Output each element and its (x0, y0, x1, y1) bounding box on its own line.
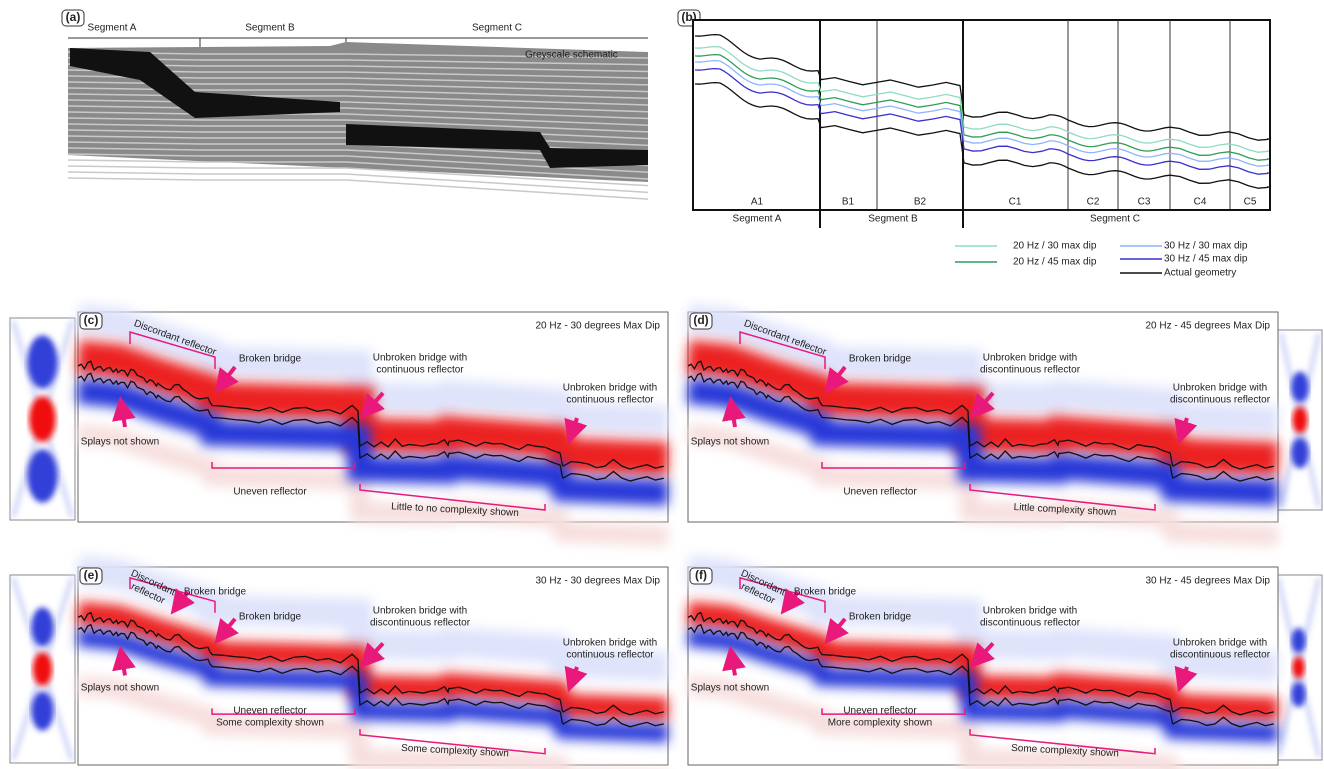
segment-label: Segment A (88, 23, 137, 34)
annotation: continuous reflector (566, 650, 654, 661)
annotation: Unbroken bridge with (1173, 638, 1268, 649)
annotation: More complexity shown (828, 718, 932, 729)
panel-label: (c) (84, 313, 99, 327)
annotation: Unbroken bridge with (563, 383, 658, 394)
panel-label: (d) (693, 313, 708, 327)
subsegment-label: C1 (1009, 197, 1022, 208)
annotation: Broken bridge (849, 612, 912, 623)
kernel (1278, 330, 1322, 510)
subsegment-label: C3 (1138, 197, 1151, 208)
annotation: Splays not shown (81, 437, 159, 448)
segment-label: Segment B (245, 23, 295, 34)
annotation: discontinuous reflector (980, 618, 1081, 629)
legend-label: 20 Hz / 45 max dip (1013, 257, 1097, 268)
legend-label: 20 Hz / 30 max dip (1013, 241, 1097, 252)
kernel-lobe (1291, 372, 1309, 403)
kernel-lobe (27, 449, 57, 502)
annotation: Broken bridge (849, 354, 912, 365)
caption: Greyscale schematic (525, 50, 618, 61)
annotation: Broken bridge (239, 354, 302, 365)
annotation: Unbroken bridge with (983, 353, 1078, 364)
figure: (a) Segment A Segment B Segment C Greyscale … (0, 0, 1324, 769)
kernel-lobe (1291, 628, 1305, 653)
kernel-lobe (1291, 682, 1305, 707)
annotation: Unbroken bridge with (373, 353, 468, 364)
panel-title: 20 Hz - 45 degrees Max Dip (1145, 321, 1270, 332)
annotation: Splays not shown (691, 437, 769, 448)
kernel-lobe (1291, 438, 1309, 469)
kernel-lobe (31, 607, 53, 646)
subsegment-label: C4 (1194, 197, 1207, 208)
segment-label: Segment B (868, 214, 918, 225)
kernel (1275, 575, 1322, 760)
subsegment-label: B2 (914, 197, 927, 208)
annotation: discontinuous reflector (980, 365, 1081, 376)
annotation: Some complexity shown (216, 718, 324, 729)
annotation: continuous reflector (566, 395, 654, 406)
annotation: Broken bridge (794, 587, 857, 598)
panel-label: (e) (84, 568, 99, 582)
seismic-panel: 30 Hz - 45 degrees Max DipDiscordantrefl… (688, 567, 1278, 769)
legend-label: Actual geometry (1164, 268, 1236, 279)
kernel-lobe (27, 335, 57, 388)
kernel-core (33, 652, 53, 686)
panel-label: (a) (66, 10, 81, 24)
subsegment-label: C5 (1244, 197, 1257, 208)
annotation: Uneven reflector (843, 487, 917, 498)
segment-label: Segment C (472, 23, 522, 34)
seismic-panel: 20 Hz - 45 degrees Max DipDiscordant ref… (688, 312, 1278, 536)
panel-label: (f) (695, 568, 707, 582)
annotation: Unbroken bridge with (1173, 383, 1268, 394)
kernel (10, 575, 75, 763)
subsegment-label: C2 (1087, 197, 1100, 208)
annotation: Unbroken bridge with (563, 638, 658, 649)
annotation: Uneven reflector (233, 706, 307, 717)
segment-label: Segment A (733, 214, 782, 225)
legend-label: 30 Hz / 45 max dip (1164, 254, 1248, 265)
kernel-core (29, 396, 56, 442)
panel-title: 30 Hz - 30 degrees Max Dip (535, 576, 660, 587)
kernel-core (1292, 407, 1307, 433)
annotation: discontinuous reflector (1170, 395, 1271, 406)
annotation: Broken bridge (184, 587, 247, 598)
page: (a) Segment A Segment B Segment C Greyscale … (0, 0, 1324, 769)
subsegment-label: B1 (842, 197, 855, 208)
legend-label: 30 Hz / 30 max dip (1164, 241, 1248, 252)
annotation: Broken bridge (239, 612, 302, 623)
annotation: continuous reflector (376, 365, 464, 376)
annotation: discontinuous reflector (370, 618, 471, 629)
annotation: Uneven reflector (843, 706, 917, 717)
annotation: Splays not shown (81, 683, 159, 694)
panel-b-box (693, 20, 1270, 210)
annotation: Unbroken bridge with (983, 606, 1078, 617)
seismic-panel: 30 Hz - 30 degrees Max DipDiscordantrefl… (78, 567, 668, 769)
annotation: Splays not shown (691, 683, 769, 694)
kernel-lobe (31, 691, 53, 730)
panel-title: 20 Hz - 30 degrees Max Dip (535, 321, 660, 332)
segment-label: Segment C (1090, 214, 1140, 225)
panel-title: 30 Hz - 45 degrees Max Dip (1145, 576, 1270, 587)
kernel (10, 318, 75, 520)
annotation: Unbroken bridge with (373, 606, 468, 617)
annotation: Uneven reflector (233, 487, 307, 498)
kernel-core (1292, 657, 1305, 679)
subsegment-label: A1 (751, 197, 764, 208)
annotation: discontinuous reflector (1170, 650, 1271, 661)
